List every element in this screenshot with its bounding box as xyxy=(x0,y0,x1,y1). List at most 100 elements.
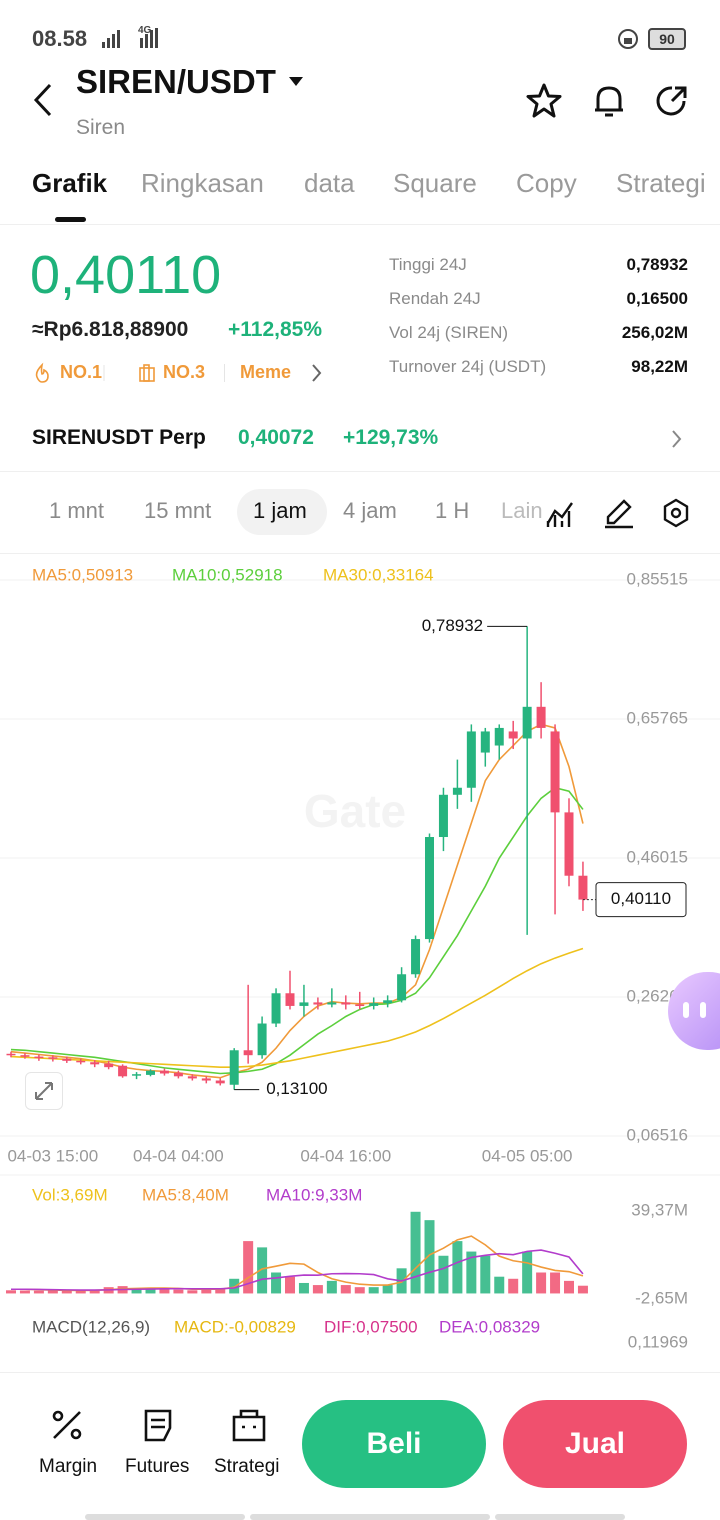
tab[interactable]: Copy xyxy=(516,168,577,198)
candle-body xyxy=(550,731,560,813)
candle-body xyxy=(132,1074,142,1076)
candle-body xyxy=(62,1058,72,1061)
back-button[interactable] xyxy=(30,82,56,118)
candle-body xyxy=(243,1050,253,1056)
legend-entry: MA10:0,52918 xyxy=(172,565,283,584)
volume-bar xyxy=(6,1290,16,1294)
perp-price: 0,40072 xyxy=(238,426,314,449)
candle-body xyxy=(299,1002,309,1006)
last-label: 0,40110 xyxy=(611,889,671,908)
signal-icon xyxy=(102,28,158,48)
volume-bar xyxy=(522,1251,533,1294)
pair-name: Siren xyxy=(76,116,126,139)
candle-body xyxy=(215,1080,225,1084)
action-label[interactable]: Strategi xyxy=(214,1456,280,1477)
candle-body xyxy=(466,731,476,788)
interval[interactable]: 1 mnt xyxy=(49,498,105,523)
perp-name[interactable]: SIRENUSDT Perp xyxy=(32,426,206,449)
volume-bar xyxy=(466,1251,477,1294)
tab[interactable]: Square xyxy=(393,168,477,198)
tag[interactable]: Meme xyxy=(240,362,292,382)
tag[interactable]: NO.1 xyxy=(60,362,103,382)
volume-bar xyxy=(452,1241,463,1294)
interval[interactable]: 4 jam xyxy=(343,498,397,523)
stat-label: Vol 24j (SIREN) xyxy=(389,323,509,342)
volume-bar xyxy=(229,1278,240,1294)
tag-icons xyxy=(35,362,155,383)
pair-dropdown[interactable] xyxy=(288,76,304,88)
volume-bar xyxy=(257,1247,268,1294)
volume-bar xyxy=(368,1287,379,1294)
candle-body xyxy=(438,794,448,838)
volume-legend: Vol:3,69M xyxy=(32,1185,108,1204)
candle-body xyxy=(229,1050,239,1085)
volume-bar xyxy=(508,1278,519,1294)
candle-body xyxy=(146,1070,155,1075)
macd-dea: DEA:0,08329 xyxy=(439,1317,540,1336)
volume-bar xyxy=(396,1268,407,1294)
candle-body xyxy=(104,1063,114,1068)
action-icons xyxy=(52,1409,266,1442)
legend-entry: MA10:9,33M xyxy=(266,1185,362,1204)
tab-indicator xyxy=(55,217,86,222)
interval[interactable]: Lain xyxy=(501,498,543,523)
alert-button[interactable] xyxy=(590,82,628,120)
separator xyxy=(224,364,225,382)
interval[interactable]: 1 H xyxy=(435,498,470,523)
candle-body xyxy=(383,1000,393,1004)
nav-bar xyxy=(250,1514,490,1520)
chevron xyxy=(312,364,322,382)
candle-body xyxy=(425,837,434,940)
pair-title[interactable]: SIREN/USDT xyxy=(76,63,276,100)
action-label[interactable]: Margin xyxy=(39,1456,98,1477)
fiat-price: ≈Rp6.818,88900 xyxy=(32,318,189,341)
volume-bar xyxy=(271,1272,282,1294)
action-label[interactable]: Futures xyxy=(125,1456,190,1477)
tab[interactable]: Strategi xyxy=(616,168,706,198)
chart-tools[interactable] xyxy=(545,497,695,529)
stat-value: 256,02M xyxy=(621,323,688,342)
legend-entry: MA30:0,33164 xyxy=(323,565,434,584)
volume-bar xyxy=(424,1220,435,1294)
favorite-button[interactable] xyxy=(525,82,563,120)
tab[interactable]: Ringkasan xyxy=(141,168,264,198)
candle-body xyxy=(48,1057,58,1059)
interval[interactable]: 15 mnt xyxy=(144,498,212,523)
volume-bar xyxy=(19,1290,30,1294)
volume-bar xyxy=(312,1285,323,1294)
macd-tick: 0,11969 xyxy=(628,1332,688,1351)
candle-body xyxy=(564,812,574,876)
tab[interactable]: Grafik xyxy=(32,168,108,198)
volume-bar xyxy=(480,1255,491,1294)
interval[interactable]: 1 jam xyxy=(253,498,307,523)
stat-label: Tinggi 24J xyxy=(389,255,467,274)
volume-bar xyxy=(33,1290,44,1294)
sell-button[interactable]: Jual xyxy=(503,1400,687,1488)
candle-body xyxy=(494,727,504,746)
volume-bar xyxy=(215,1288,226,1294)
legend-entry: MA5:0,50913 xyxy=(32,565,133,584)
candle-body xyxy=(578,875,588,900)
share-button[interactable] xyxy=(653,82,691,120)
assistant-bubble[interactable] xyxy=(668,972,720,1050)
volume-bar xyxy=(201,1289,212,1294)
watermark: Gate xyxy=(304,785,406,837)
volume-bar xyxy=(438,1255,449,1294)
candle-body xyxy=(285,993,295,1006)
candle-body xyxy=(508,731,518,739)
last-box xyxy=(595,882,687,918)
candle-body xyxy=(355,1004,365,1007)
last-price: 0,40110 xyxy=(30,245,222,305)
chevron[interactable] xyxy=(670,428,684,450)
volume-bar xyxy=(243,1241,254,1294)
indicator-line xyxy=(10,947,584,1068)
tag[interactable]: NO.3 xyxy=(163,362,206,382)
buy-button[interactable]: Beli xyxy=(302,1400,486,1488)
candle-body xyxy=(6,1053,16,1056)
tab[interactable]: data xyxy=(304,168,355,198)
stat-value: 0,16500 xyxy=(626,289,688,308)
candle-body xyxy=(522,706,532,739)
volume-bar xyxy=(103,1287,114,1294)
candle-body xyxy=(452,787,462,795)
expand-button[interactable] xyxy=(25,1072,63,1110)
